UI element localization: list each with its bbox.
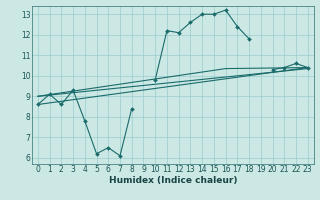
X-axis label: Humidex (Indice chaleur): Humidex (Indice chaleur) bbox=[108, 176, 237, 185]
